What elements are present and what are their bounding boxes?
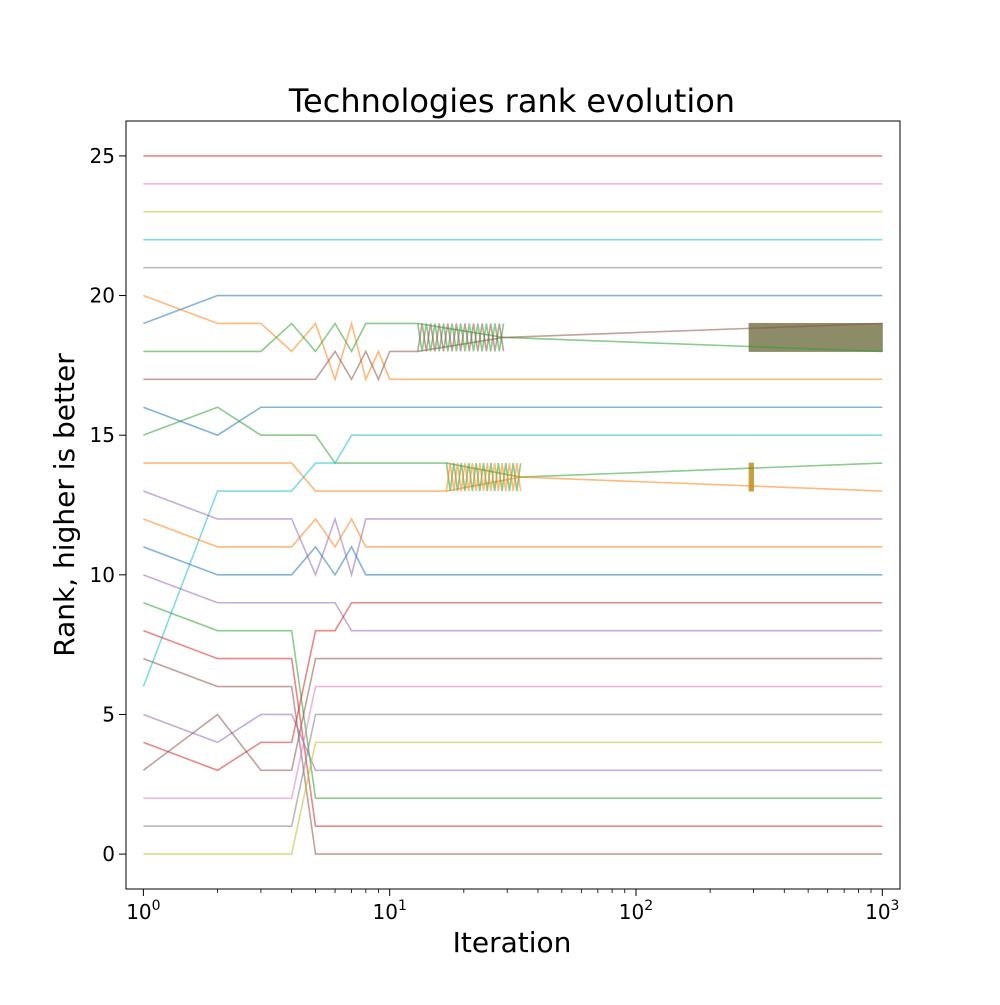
series-line-3 [143, 322, 883, 382]
series-line-14 [143, 657, 883, 855]
series-line-15 [143, 713, 883, 772]
series-line-11 [143, 574, 883, 632]
series-line-17 [142, 657, 883, 772]
y-tick-label: 25 [90, 144, 115, 168]
series-line-10 [143, 545, 883, 577]
y-axis-ticks: 0 5 10 15 20 25 [90, 144, 126, 866]
x-tick-label: 101 [373, 898, 407, 924]
series-line-16 [143, 601, 883, 772]
oscillation-1-line-0 [445, 463, 522, 492]
x-axis-title: Iteration [453, 926, 572, 959]
series-line-2 [143, 321, 883, 354]
y-axis-title: Rank, higher is better [48, 353, 81, 657]
chart-title: Technologies rank evolution [288, 82, 735, 120]
x-tick-label: 103 [865, 898, 899, 924]
oscillation-1-line-1 [445, 463, 522, 492]
y-tick-label: 20 [90, 284, 115, 308]
x-tick-label: 100 [126, 898, 160, 924]
series-line-20 [143, 741, 883, 855]
series-line-0 [143, 294, 883, 325]
series-line-19 [143, 713, 883, 827]
filled-band-1 [748, 462, 755, 492]
plot-area [142, 155, 883, 855]
y-tick-label: 15 [90, 423, 115, 447]
series-line-13 [143, 629, 883, 827]
series-line-8 [143, 490, 883, 578]
y-tick-label: 0 [102, 842, 115, 866]
x-axis-ticks: 100 101 102 103 [126, 889, 899, 924]
series-line-7 [142, 434, 883, 687]
series-line-6 [143, 462, 883, 492]
y-tick-label: 5 [102, 702, 115, 726]
series-line-12 [143, 602, 883, 800]
series-line-18 [143, 685, 883, 800]
series-line-1 [143, 294, 883, 382]
oscillation-0-line-1 [416, 323, 505, 352]
axes-frame [125, 120, 901, 890]
series-line-9 [143, 517, 883, 549]
x-tick-label: 102 [619, 898, 653, 924]
y-tick-label: 10 [90, 563, 115, 587]
oscillation-0-line-0 [416, 323, 505, 352]
